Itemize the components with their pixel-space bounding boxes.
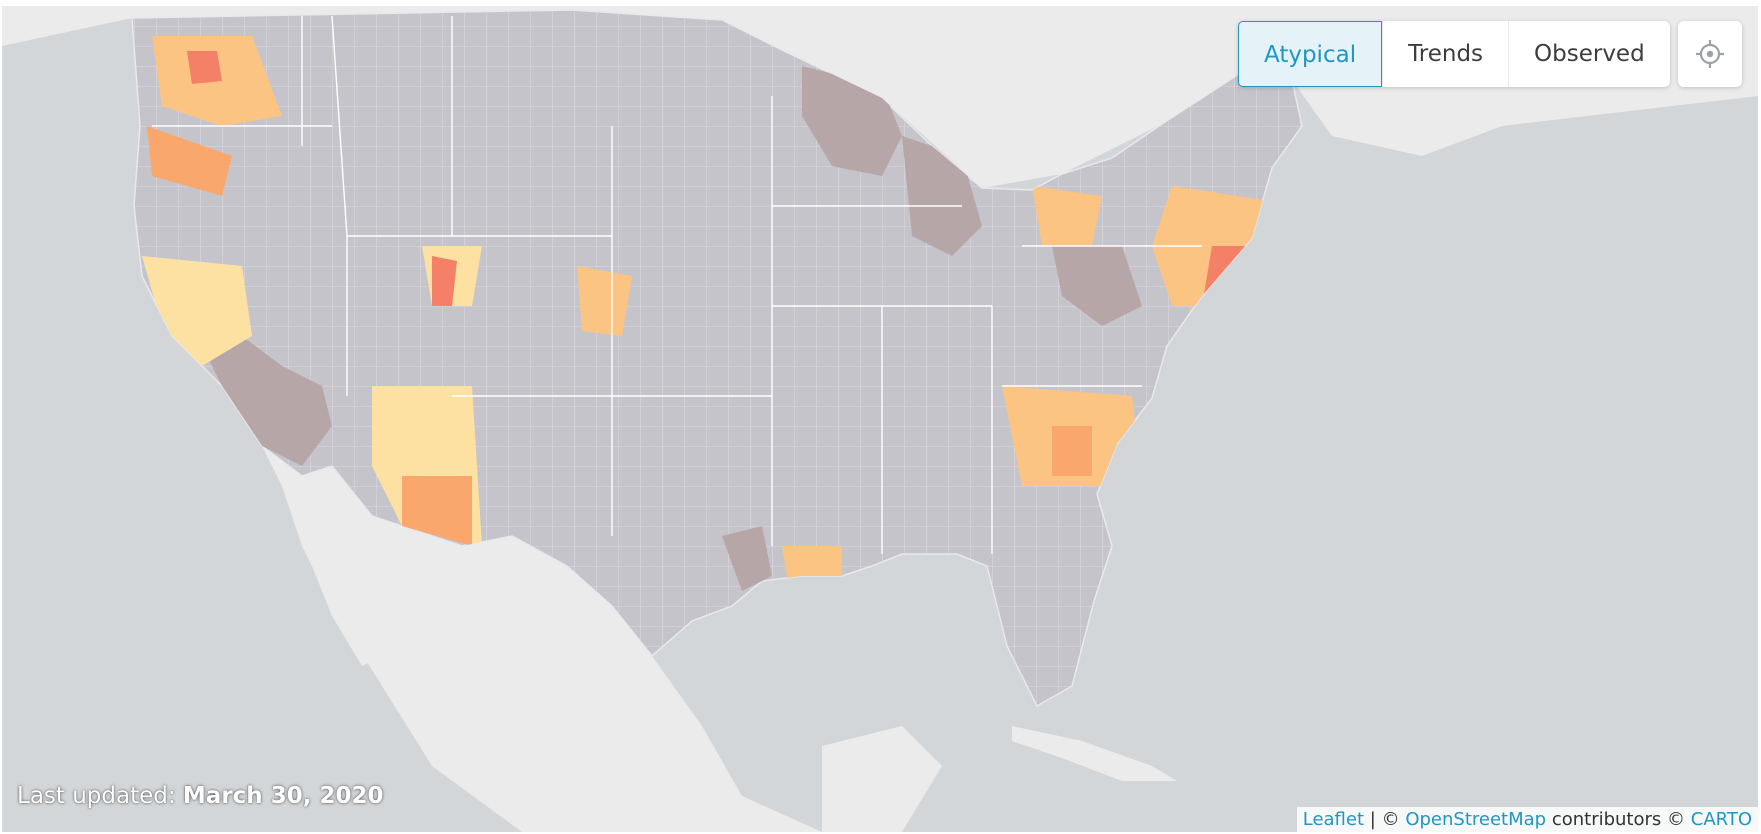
region-ohio-brown bbox=[1052, 246, 1142, 326]
us-choropleth bbox=[131, 9, 1303, 708]
openstreetmap-link[interactable]: OpenStreetMap bbox=[1405, 809, 1547, 830]
mexico-land bbox=[262, 446, 822, 832]
region-michigan bbox=[1032, 186, 1102, 246]
region-florida bbox=[1112, 566, 1172, 706]
region-atlanta bbox=[1052, 426, 1092, 476]
attribution-contributors: contributors bbox=[1551, 809, 1662, 830]
region-phoenix bbox=[402, 476, 472, 546]
region-california bbox=[142, 256, 252, 366]
crosshair-icon bbox=[1696, 40, 1724, 68]
region-nyc bbox=[1202, 246, 1262, 306]
region-houston bbox=[782, 546, 842, 606]
region-louisiana bbox=[902, 566, 972, 616]
county-patches bbox=[132, 10, 1302, 706]
attribution-copyright-1: © bbox=[1381, 809, 1400, 830]
last-updated-text: Last updated: March 30, 2020 bbox=[17, 783, 383, 809]
last-updated-date: March 30, 2020 bbox=[182, 783, 384, 809]
state-borders bbox=[152, 15, 1202, 554]
leaflet-link[interactable]: Leaflet bbox=[1302, 809, 1365, 830]
mode-toggle-group: Atypical Trends Observed bbox=[1238, 21, 1670, 87]
atypical-button[interactable]: Atypical bbox=[1238, 21, 1383, 87]
region-seattle bbox=[187, 51, 222, 84]
region-miami bbox=[1152, 666, 1172, 706]
carto-link[interactable]: CARTO bbox=[1690, 809, 1752, 830]
cuba-land bbox=[1012, 726, 1177, 781]
locate-button[interactable] bbox=[1678, 21, 1742, 87]
attribution-copyright-2: © bbox=[1667, 809, 1686, 830]
yucatan-land bbox=[822, 726, 942, 832]
attribution-separator: | bbox=[1369, 809, 1376, 830]
map-container[interactable] bbox=[2, 6, 1758, 832]
region-texas-brown bbox=[722, 526, 772, 591]
last-updated-label: Last updated: bbox=[17, 783, 176, 809]
region-salt-lake bbox=[432, 256, 457, 306]
baja-land bbox=[294, 486, 382, 666]
trends-button[interactable]: Trends bbox=[1382, 21, 1508, 87]
region-colorado bbox=[577, 266, 632, 336]
region-oregon bbox=[147, 126, 232, 196]
observed-button[interactable]: Observed bbox=[1508, 21, 1670, 87]
region-socal-brown bbox=[202, 336, 332, 466]
basemap-svg bbox=[2, 6, 1758, 832]
map-attribution: Leaflet | © OpenStreetMap contributors ©… bbox=[1296, 807, 1758, 832]
